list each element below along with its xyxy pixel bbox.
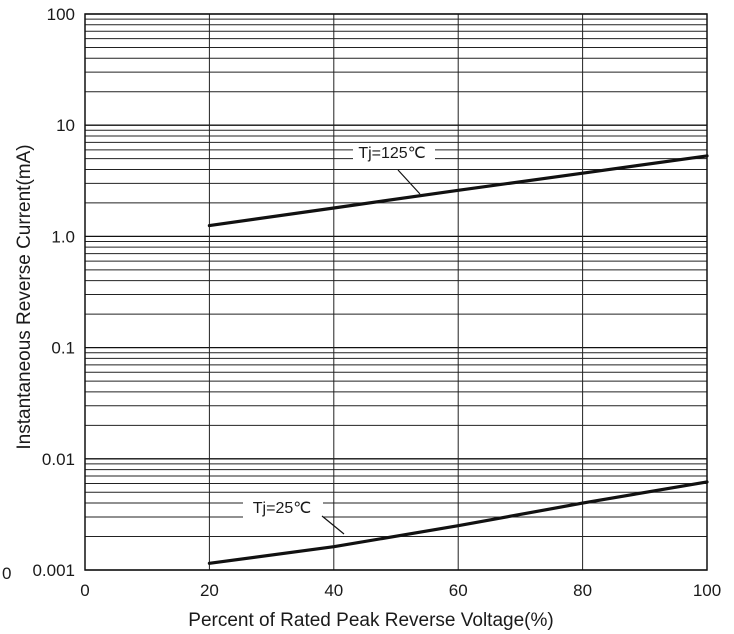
x-tick-label: 80 — [573, 581, 592, 600]
series-labels: Tj=125℃ Tj=25℃ — [243, 145, 435, 535]
y-tick-label: 0.1 — [51, 339, 75, 358]
series-layer — [207, 154, 709, 565]
series-label-1: Tj=25℃ — [253, 500, 311, 517]
x-axis-title: Percent of Rated Peak Reverse Voltage(%) — [188, 610, 553, 631]
series-line-1 — [207, 480, 709, 565]
series-label-0: Tj=125℃ — [358, 145, 425, 162]
y-tick-label: 0.001 — [32, 561, 75, 580]
grid — [84, 13, 708, 571]
plot-frame — [84, 13, 708, 571]
y-tick-label: 0.01 — [42, 450, 75, 469]
x-tick-label: 20 — [200, 581, 219, 600]
x-tick-label: 0 — [80, 581, 89, 600]
x-tick-labels: 0 20 40 60 80 100 — [80, 581, 721, 600]
series-label-bg-1 — [243, 500, 323, 522]
plot-border — [84, 13, 708, 571]
y-axis-title: Instantaneous Reverse Current(mA) — [14, 144, 35, 449]
series-line-0 — [207, 154, 709, 228]
series-label-bg-0 — [353, 145, 435, 167]
y-tick-label: 10 — [56, 116, 75, 135]
series-label-leader-0 — [397, 169, 421, 195]
y-tick-label: 1.0 — [51, 227, 75, 246]
x-tick-label: 60 — [449, 581, 468, 600]
stray-origin-label: 0 — [2, 564, 11, 583]
y-tick-labels: 0.001 0.01 0.1 1.0 10 100 — [32, 5, 75, 580]
x-tick-label: 40 — [324, 581, 343, 600]
y-tick-label: 100 — [47, 5, 75, 24]
x-tick-label: 100 — [693, 581, 721, 600]
series-label-leader-1 — [321, 515, 345, 535]
